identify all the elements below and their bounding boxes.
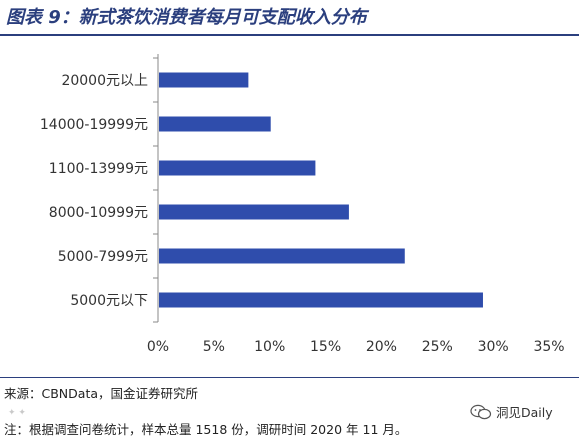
bar xyxy=(159,248,405,264)
x-tick-label: 20% xyxy=(366,339,397,355)
bar-chart: 20000元以上 14000-19999元 1100-13999元 8000-1099… xyxy=(40,54,565,355)
category-label: 8000-10999元 xyxy=(49,205,148,221)
x-tick-label: 35% xyxy=(533,339,564,355)
x-tick-label: 30% xyxy=(478,339,509,355)
category-label: 20000元以上 xyxy=(61,73,148,89)
category-label: 5000-7999元 xyxy=(58,249,148,265)
source-text: 来源：CBNData，国金证券研究所 xyxy=(4,386,199,401)
category-label: 1100-13999元 xyxy=(49,161,148,177)
x-tick-label: 15% xyxy=(310,339,341,355)
bar xyxy=(159,292,483,308)
note-text: 注：根据调查问卷统计，样本总量 1518 份，调研时间 2020 年 11 月。 xyxy=(4,422,408,437)
figure-title: 图表 9：新式茶饮消费者每月可支配收入分布 xyxy=(6,7,367,28)
bottom-rule xyxy=(0,377,579,378)
x-tick-label: 5% xyxy=(203,339,225,355)
bar xyxy=(159,72,249,88)
bar xyxy=(159,160,316,176)
bar xyxy=(159,116,271,132)
title-rule xyxy=(0,34,579,36)
faint-watermark: ✦ ✦ xyxy=(8,408,26,418)
category-label: 5000元以下 xyxy=(70,293,148,309)
watermark: 洞见Daily xyxy=(470,402,553,421)
x-tick-label: 10% xyxy=(254,339,285,355)
category-label: 14000-19999元 xyxy=(40,117,148,133)
watermark-text: 洞见Daily xyxy=(496,405,553,420)
x-tick-label: 0% xyxy=(147,339,169,355)
bar xyxy=(159,204,349,220)
x-tick-label: 25% xyxy=(422,339,453,355)
wechat-icon xyxy=(470,404,492,419)
